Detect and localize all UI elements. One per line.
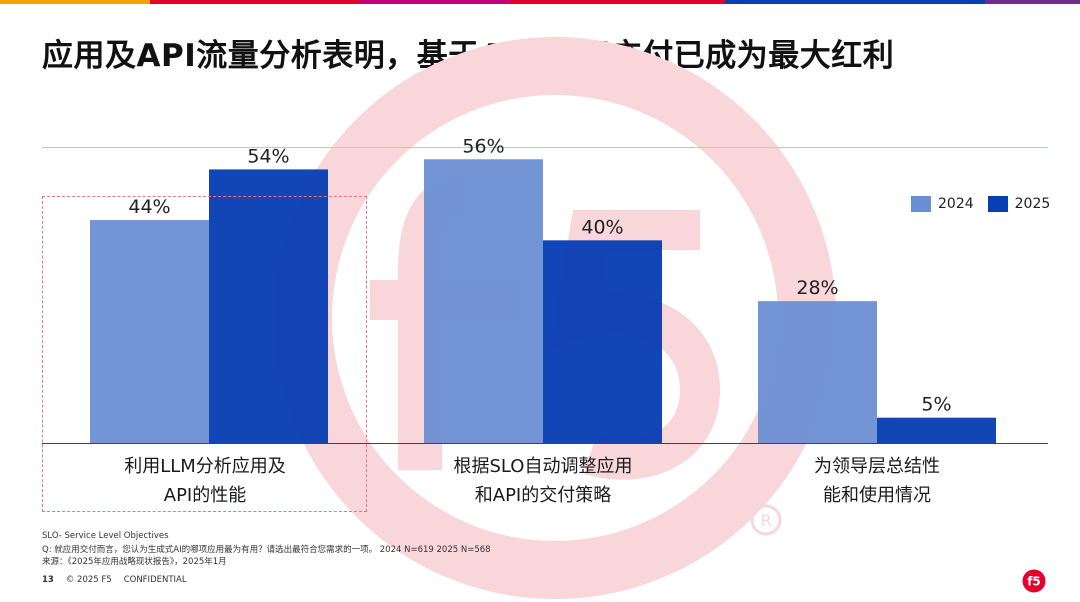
- strip-segment: [510, 0, 725, 4]
- confidential-label: CONFIDENTIAL: [123, 575, 187, 585]
- legend-swatch-2025: [987, 196, 1008, 212]
- footnote-source: 来源：《2025年应用战略现状报告》，2025年1月: [42, 557, 227, 567]
- legend-item-2024: 2024: [911, 196, 974, 212]
- footnote-slo: SLO- Service Level Objectives: [42, 531, 169, 541]
- bar-2024-3: [758, 301, 877, 443]
- legend-label-2025: 2025: [1014, 196, 1051, 212]
- data-label-2025-3: 5%: [921, 394, 951, 416]
- category-label-3-line2: 能和使用情况: [823, 485, 931, 506]
- top-color-strip: [0, 0, 1080, 4]
- bar-2025-2: [543, 240, 662, 443]
- svg-text:R: R: [760, 511, 771, 530]
- data-label-2024-3: 28%: [796, 277, 838, 299]
- category-label-1-line2: API的性能: [163, 485, 247, 506]
- legend-swatch-2024: [911, 196, 931, 212]
- data-label-2025-2: 40%: [581, 216, 623, 238]
- chart-legend: 2024 2025: [911, 196, 1050, 212]
- bar-2025-3: [877, 417, 996, 443]
- data-label-2025-1: 54%: [247, 145, 289, 167]
- legend-item-2025: 2025: [987, 196, 1051, 212]
- strip-segment: [985, 0, 1080, 4]
- f5-logo-text: f5: [1027, 575, 1041, 589]
- page-number: 13: [42, 575, 54, 585]
- data-label-2024-2: 56%: [462, 135, 504, 157]
- page-footer: 13 © 2025 F5 CONFIDENTIAL: [42, 575, 199, 585]
- strip-segment: [360, 0, 510, 4]
- title-divider: [42, 147, 1048, 148]
- strip-segment: [0, 0, 150, 4]
- legend-label-2024: 2024: [938, 196, 974, 212]
- data-label-2024-1: 44%: [128, 196, 170, 218]
- category-label-1-line1: 利用LLM分析应用及: [124, 456, 286, 477]
- f5-logo-icon: f5: [1022, 569, 1046, 593]
- category-label-2-line1: 根据SLO自动调整应用: [453, 456, 633, 477]
- category-label-3: 为领导层总结性 能和使用情况: [752, 452, 1002, 510]
- highlight-box: [42, 196, 367, 512]
- strip-segment: [725, 0, 985, 4]
- bar-2025-1: [209, 169, 328, 443]
- strip-segment: [150, 0, 360, 4]
- footnote-question: Q: 就应用交付而言，您认为生成式AI的哪项应用最为有用？请选出最符合您需求的一…: [42, 545, 491, 555]
- bar-2024-2: [424, 159, 543, 443]
- category-label-2-line2: 和API的交付策略: [474, 485, 612, 506]
- bar-2024-1: [90, 220, 209, 443]
- category-label-1: 利用LLM分析应用及 API的性能: [80, 452, 330, 510]
- copyright: © 2025 F5: [65, 575, 112, 585]
- category-label-3-line1: 为领导层总结性: [814, 456, 940, 477]
- category-label-2: 根据SLO自动调整应用 和API的交付策略: [418, 452, 668, 510]
